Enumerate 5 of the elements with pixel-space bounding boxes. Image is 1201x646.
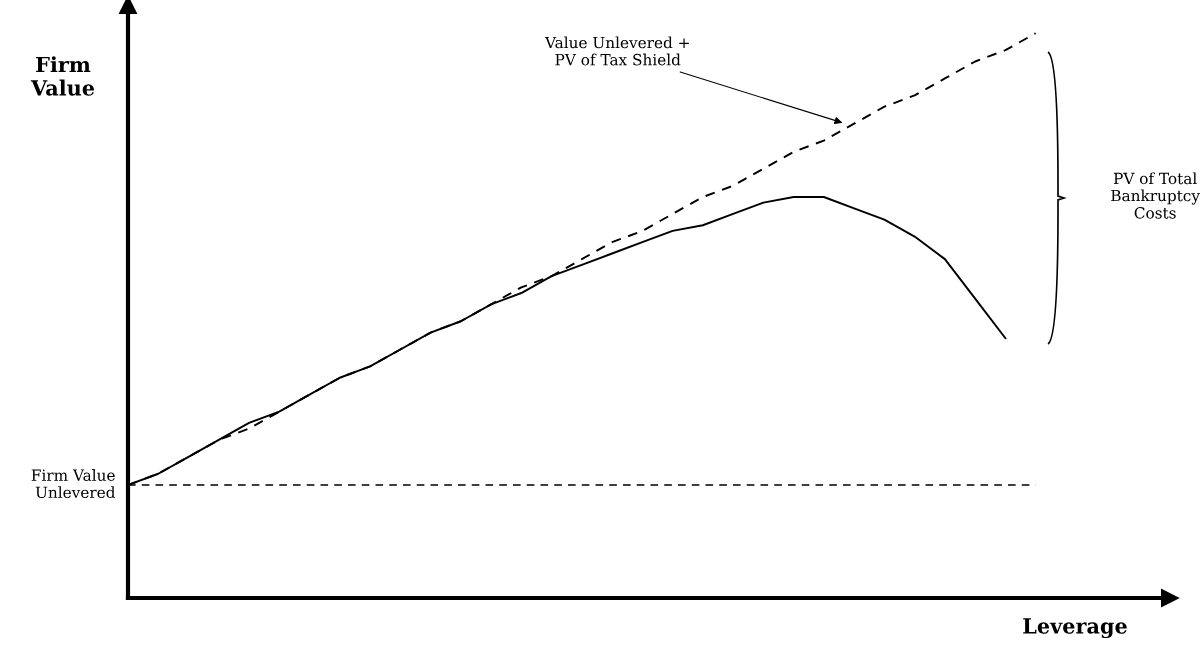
text: PV of Total Bankruptcy Costs: [1111, 172, 1200, 219]
y-axis-title: Firm Value: [30, 56, 95, 96]
x-axis-title: Leverage: [1023, 618, 1127, 639]
ref-line-label: Firm Value Unlevered: [31, 469, 116, 499]
annotation: Value Unlevered + PV of Tax Shield: [544, 36, 689, 66]
